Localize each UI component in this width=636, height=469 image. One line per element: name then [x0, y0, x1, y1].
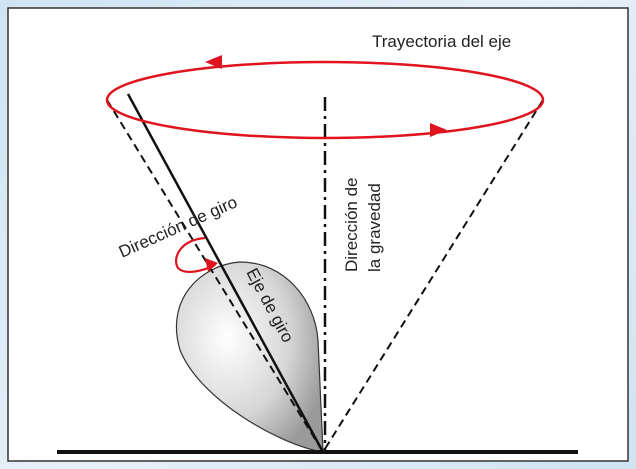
- gravity-label: la gravedad: [365, 183, 384, 272]
- page: Trayectoria del eje Dirección de giro Ej…: [0, 0, 636, 469]
- trajectory-label: Trayectoria del eje: [372, 32, 511, 51]
- gravity-label: Dirección de: [342, 178, 361, 273]
- diagram: Trayectoria del eje Dirección de giro Ej…: [0, 0, 636, 469]
